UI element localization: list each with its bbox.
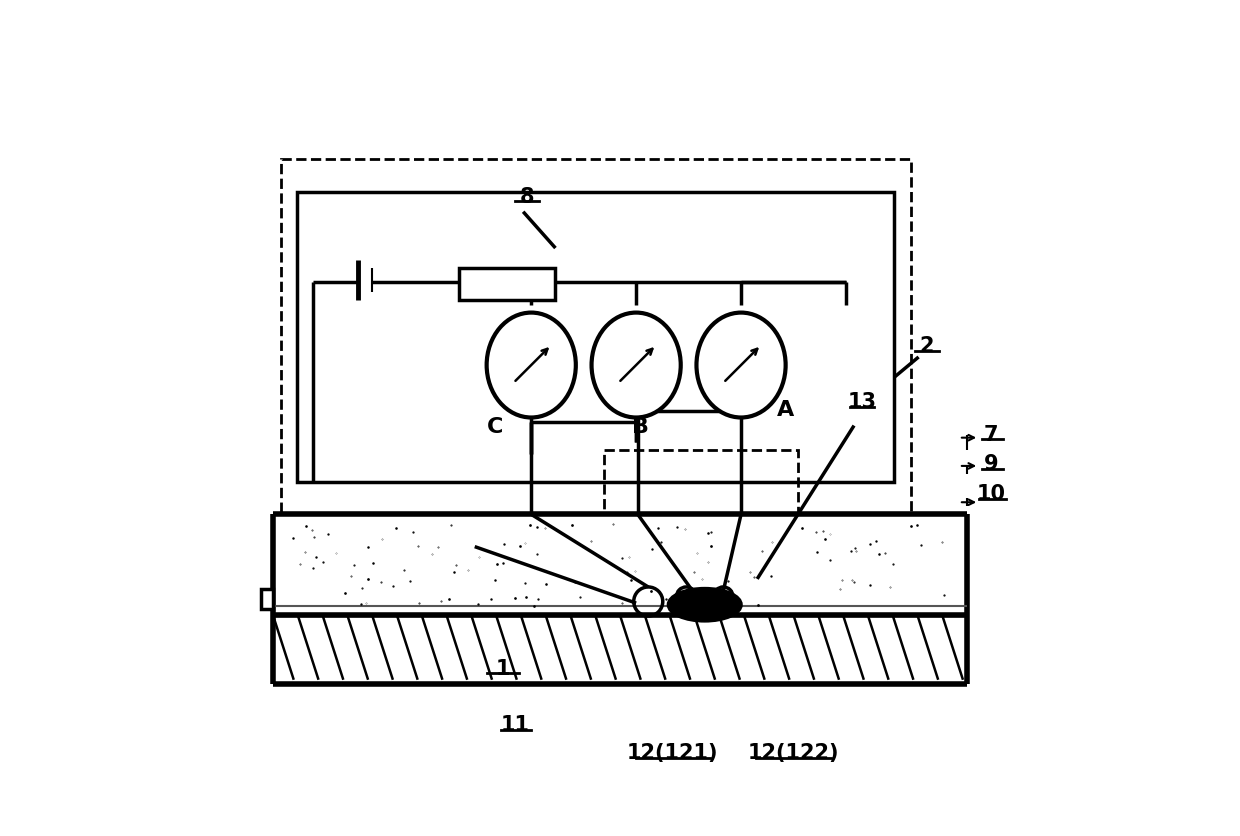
Text: 8: 8: [520, 186, 534, 206]
Text: 1: 1: [496, 658, 510, 678]
Text: 12(122): 12(122): [748, 742, 839, 762]
Text: B: B: [631, 416, 649, 436]
Text: 7: 7: [985, 424, 998, 444]
Ellipse shape: [668, 589, 742, 621]
Text: 12(121): 12(121): [626, 742, 718, 762]
Ellipse shape: [591, 314, 681, 418]
Bar: [604, 451, 797, 515]
Text: 13: 13: [848, 392, 877, 412]
Bar: [281, 160, 910, 515]
Bar: [260, 589, 273, 609]
Bar: [459, 269, 556, 301]
Text: 2: 2: [919, 335, 934, 355]
Text: 9: 9: [983, 454, 998, 474]
Text: A: A: [776, 400, 794, 420]
Ellipse shape: [486, 314, 575, 418]
Ellipse shape: [697, 314, 786, 418]
Bar: [298, 192, 894, 482]
Text: C: C: [487, 416, 503, 436]
Text: 10: 10: [977, 484, 1006, 504]
Text: 11: 11: [501, 714, 529, 734]
